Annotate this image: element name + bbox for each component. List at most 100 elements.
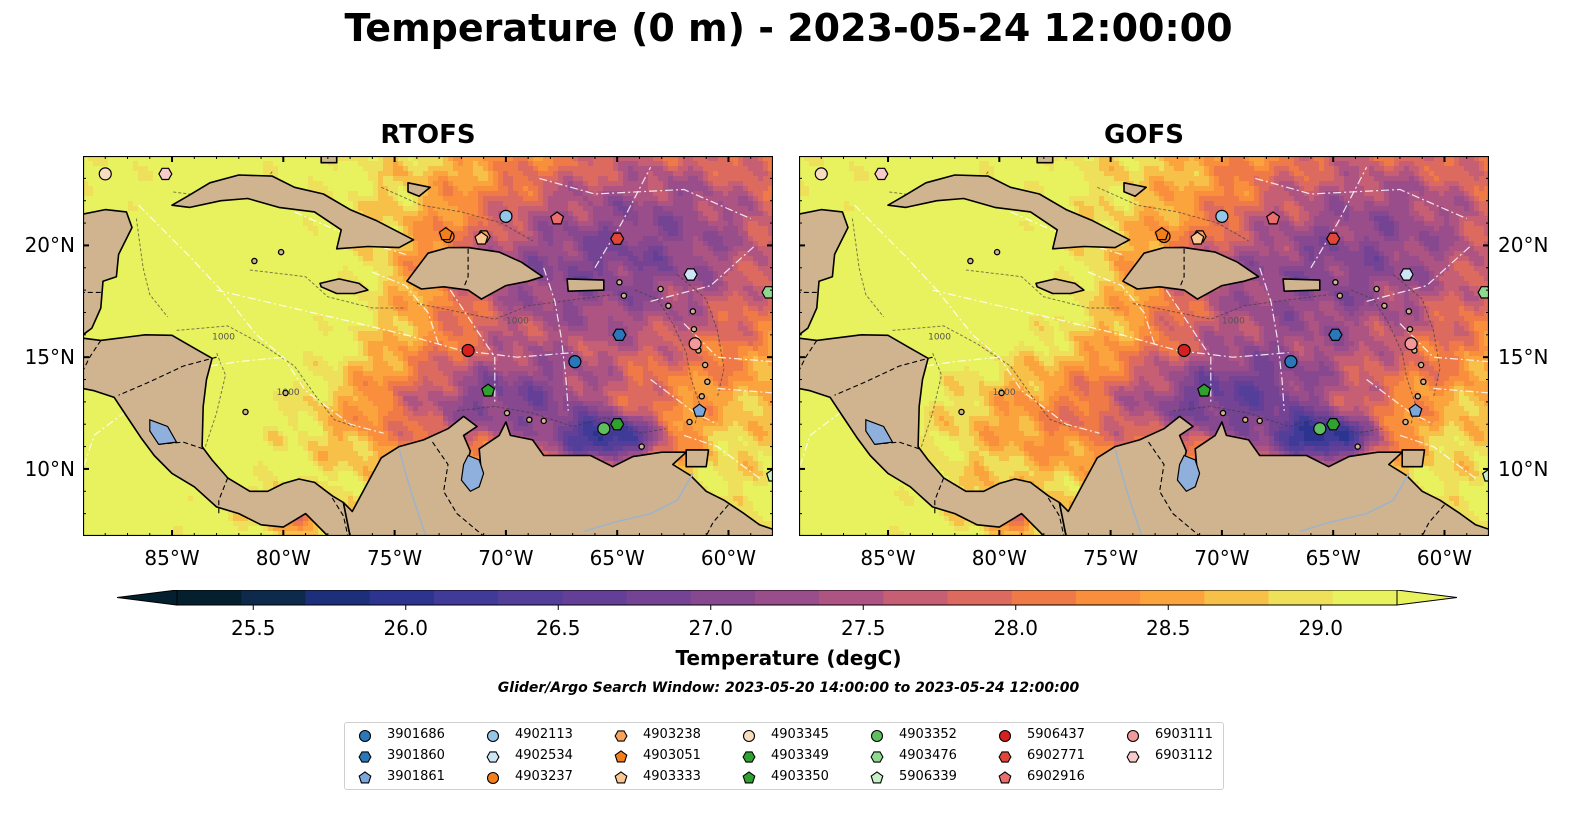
figure-title: Temperature (0 m) - 2023-05-24 12:00:00 <box>0 6 1577 50</box>
rtofs-rivers <box>149 418 694 536</box>
x-tick-label: 80°W <box>959 546 1039 570</box>
x-tick-label: 70°W <box>1182 546 1262 570</box>
legend-label: 6902916 <box>1027 767 1085 787</box>
float-marker-6903111 <box>1404 337 1418 351</box>
colorbar: 25.5 26.0 26.5 27.0 27.5 28.0 28.5 29.0 <box>117 590 1457 640</box>
rtofs-land-bahamas-south <box>407 181 432 198</box>
gofs-land-cuba <box>887 174 1131 250</box>
rtofs-eez-boundaries <box>83 166 773 481</box>
colorbar-segment <box>819 590 884 605</box>
legend-marker-hexagon <box>358 751 372 763</box>
float-marker-3901861 <box>692 403 707 417</box>
legend-label: 6902771 <box>1027 746 1085 766</box>
float-marker-4903345 <box>814 167 828 181</box>
float-marker-4903352 <box>597 422 611 436</box>
legend-marker-hexagon <box>614 730 628 742</box>
float-marker-3901686 <box>1284 355 1298 369</box>
legend-label: 3901686 <box>387 725 445 745</box>
float-marker-5906339 <box>1481 468 1489 482</box>
y-tick-label-right: 15°N <box>1498 345 1548 369</box>
legend-label: 4903238 <box>643 725 701 745</box>
colorbar-label: Temperature (degC) <box>0 646 1577 670</box>
gofs-land-puerto-rico <box>1282 278 1321 292</box>
colorbar-tick-label: 29.0 <box>1298 616 1343 640</box>
colorbar-segment <box>1011 590 1077 605</box>
float-marker-3901860 <box>612 328 627 341</box>
colorbar-segment <box>1204 590 1270 605</box>
colorbar-segment <box>241 590 306 605</box>
x-tick-label: 75°W <box>1071 546 1151 570</box>
legend-label: 5906339 <box>899 767 957 787</box>
isobath-label: 1000 <box>506 317 529 327</box>
float-legend: 3901686 3901860 3901861 4902113 4902534 49032… <box>344 722 1224 790</box>
x-tick-label: 70°W <box>466 546 546 570</box>
float-marker-4903051 <box>438 226 453 241</box>
float-marker-4902534 <box>683 268 698 281</box>
colorbar-frame <box>176 590 1398 606</box>
x-tick-label: 80°W <box>243 546 323 570</box>
rtofs-panel-title: RTOFS <box>83 120 773 150</box>
legend-marker-pentagon <box>870 771 884 784</box>
legend-label: 3901861 <box>387 767 445 787</box>
gofs-panel-title: GOFS <box>799 120 1489 150</box>
rtofs-lake-maracaibo <box>460 454 485 493</box>
rtofs-frame <box>83 156 773 536</box>
colorbar-tick-label: 26.5 <box>536 616 581 640</box>
rtofs-float-markers <box>98 167 773 482</box>
legend-marker-circle <box>358 729 372 743</box>
legend-label: 4903051 <box>643 746 701 766</box>
gofs-eez-boundaries <box>799 166 1489 481</box>
rtofs-land-jamaica <box>319 278 369 295</box>
legend-label: 4903350 <box>771 767 829 787</box>
rtofs-land-hispaniola <box>406 246 544 300</box>
float-marker-4903350 <box>481 383 496 397</box>
float-marker-4903476 <box>1477 286 1489 299</box>
legend-label: 3901860 <box>387 746 445 766</box>
float-marker-4903352 <box>1313 422 1327 436</box>
gofs-borders <box>799 248 1445 536</box>
float-marker-4903350 <box>1197 383 1212 397</box>
float-marker-6902916 <box>550 211 565 225</box>
x-tick-label: 75°W <box>355 546 435 570</box>
colorbar-segment <box>1140 590 1205 605</box>
colorbar-tick-label: 27.5 <box>841 616 886 640</box>
legend-label: 4902534 <box>515 746 573 766</box>
legend-label: 4903352 <box>899 725 957 745</box>
float-marker-5906437 <box>1177 343 1191 358</box>
colorbar-tick-label: 26.0 <box>383 616 428 640</box>
colorbar-segment <box>1268 590 1334 605</box>
float-marker-3901861 <box>1408 403 1423 417</box>
rtofs-lake-nicaragua <box>149 418 178 446</box>
float-marker-4903349 <box>610 418 625 431</box>
legend-marker-circle <box>1126 729 1140 743</box>
legend-marker-hexagon <box>870 751 884 763</box>
colorbar-segment <box>947 590 1013 605</box>
colorbar-segment <box>562 590 627 605</box>
gofs-land-yucatan <box>799 208 849 336</box>
legend-label: 4903333 <box>643 767 701 787</box>
gofs-land-jamaica <box>1035 278 1085 295</box>
gofs-rivers <box>865 418 1410 536</box>
legend-label: 4903476 <box>899 746 957 766</box>
colorbar-segment <box>1075 590 1141 605</box>
float-marker-4903051 <box>1154 226 1169 241</box>
float-marker-6903112 <box>158 167 173 181</box>
colorbar-segment <box>433 590 499 605</box>
float-marker-4903333 <box>1190 231 1205 245</box>
colorbar-tick-label: 28.0 <box>993 616 1038 640</box>
gofs-axes <box>799 156 1489 536</box>
legend-marker-pentagon <box>742 771 756 784</box>
gofs-land-bahamas-andros <box>1036 156 1054 164</box>
x-tick-label: 60°W <box>1404 546 1484 570</box>
float-marker-4902534 <box>1399 268 1414 281</box>
rtofs-land-central-america <box>83 334 351 536</box>
y-tick-label-left: 20°N <box>0 233 75 257</box>
y-tick-label-left: 10°N <box>0 457 75 481</box>
float-marker-6902916 <box>1266 211 1281 225</box>
legend-marker-hexagon <box>742 751 756 763</box>
gofs-land-hispaniola <box>1122 246 1260 300</box>
legend-label: 6903112 <box>1155 746 1213 766</box>
